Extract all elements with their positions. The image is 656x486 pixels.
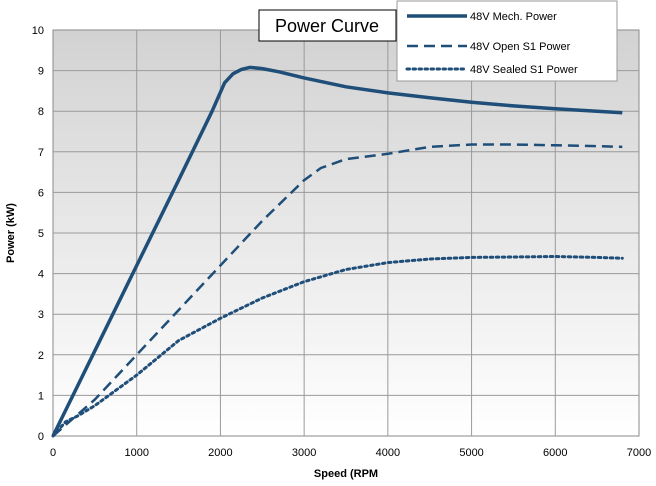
legend-label: 48V Mech. Power	[470, 11, 557, 23]
x-tick-label: 0	[50, 447, 56, 459]
series-line	[51, 255, 624, 438]
legend: 48V Mech. Power 48V Open S1 Power 48V Seal…	[396, 0, 618, 82]
y-tick-labels: 0 1 2 3 4 5 6 7 8 9 10	[32, 25, 44, 443]
x-tick-label: 4000	[376, 447, 400, 459]
y-tick-label: 1	[38, 390, 44, 402]
chart-title: Power Curve	[275, 16, 379, 36]
legend-label: 48V Open S1 Power	[470, 41, 571, 53]
y-tick-label: 8	[38, 106, 44, 118]
y-tick-label: 6	[38, 187, 44, 199]
series-line	[51, 65, 623, 437]
x-axis-title: Speed (RPM	[314, 468, 378, 480]
grid-lines	[53, 30, 639, 436]
x-tick-label: 1000	[124, 447, 148, 459]
x-tick-label: 3000	[292, 447, 316, 459]
x-tick-label: 6000	[543, 447, 567, 459]
y-tick-label: 5	[38, 228, 44, 240]
legend-label: 48V Sealed S1 Power	[470, 64, 578, 76]
y-axis-title: Power (kW)	[5, 203, 17, 263]
y-tick-label: 10	[32, 25, 44, 37]
y-tick-label: 4	[38, 269, 44, 281]
x-tick-labels: 0 1000 2000 3000 4000 5000 6000 7000	[50, 447, 651, 459]
y-tick-label: 0	[38, 431, 44, 443]
x-tick-label: 7000	[627, 447, 651, 459]
y-tick-label: 7	[38, 147, 44, 159]
chart-title-box: Power Curve	[258, 9, 397, 42]
legend-items: 48V Mech. Power 48V Open S1 Power 48V Seal…	[405, 11, 578, 76]
x-tick-label: 2000	[208, 447, 232, 459]
x-tick-label: 5000	[459, 447, 483, 459]
y-tick-label: 9	[38, 66, 44, 78]
series-line	[52, 143, 623, 437]
series-lines	[51, 65, 624, 438]
chart-title-frame	[258, 9, 397, 42]
y-tick-label: 3	[38, 309, 44, 321]
y-tick-label: 2	[38, 350, 44, 362]
